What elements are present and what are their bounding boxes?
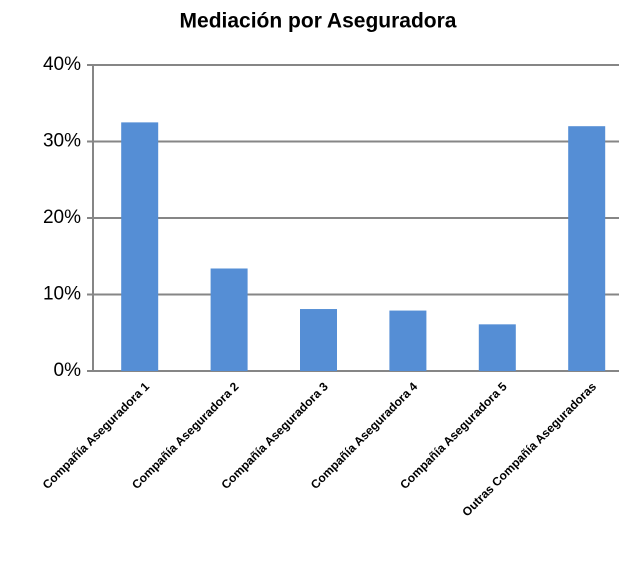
bar <box>121 122 159 371</box>
bar <box>210 268 248 371</box>
y-tick-label: 40% <box>43 54 81 75</box>
bar <box>389 310 427 371</box>
y-tick-label: 30% <box>43 131 81 152</box>
y-tick-label: 0% <box>54 360 82 381</box>
bar <box>478 324 516 371</box>
y-tick-label: 20% <box>43 207 81 228</box>
y-tick-label: 10% <box>43 284 81 305</box>
chart-title: Mediación por Aseguradora <box>180 10 457 33</box>
bar <box>300 309 337 371</box>
bar <box>568 126 606 371</box>
